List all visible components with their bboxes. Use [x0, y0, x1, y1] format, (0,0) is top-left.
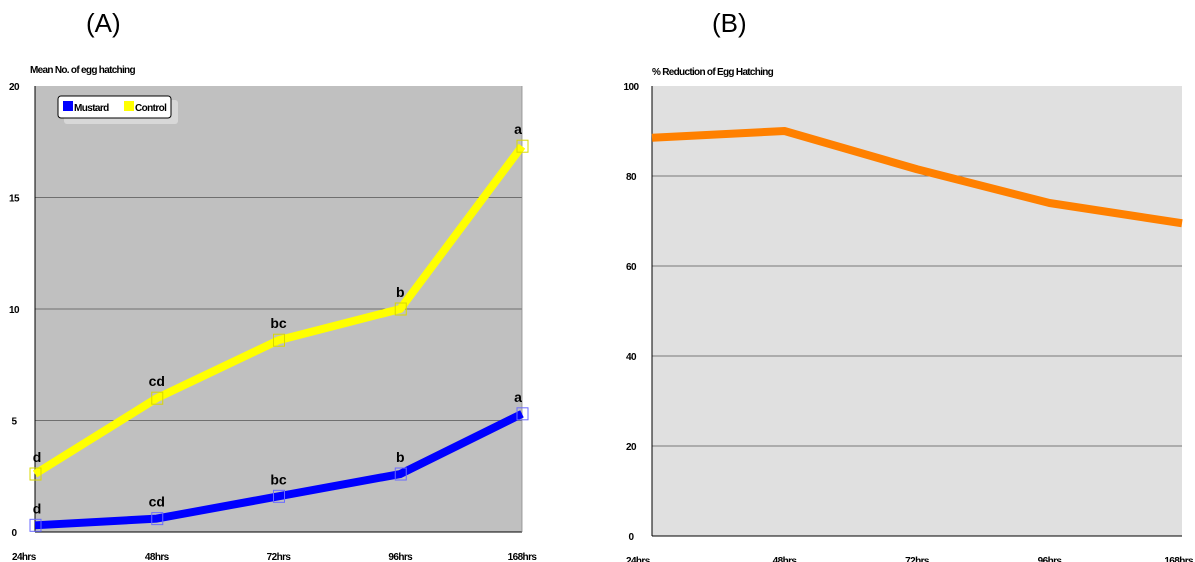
- x-tick-label-b: 168hrs: [1164, 556, 1194, 562]
- significance-label-mustard: cd: [149, 494, 165, 510]
- data-point-control: [29, 467, 42, 481]
- y-tick-label-b: 100: [624, 82, 640, 93]
- data-point-control: [516, 139, 529, 153]
- panel-label-a: (A): [86, 8, 121, 38]
- x-tick-label-b: 96hrs: [1038, 556, 1063, 562]
- legend-swatch-control: [124, 101, 134, 111]
- series-line-mustard: [34, 410, 524, 530]
- significance-label-mustard: bc: [270, 471, 287, 487]
- legend-swatch-mustard: [63, 101, 73, 111]
- x-tick-label-a: 72hrs: [267, 552, 292, 562]
- significance-label-control: bc: [270, 315, 287, 331]
- y-tick-label-a: 0: [12, 528, 18, 539]
- y-tick-label-a: 20: [9, 82, 20, 93]
- data-point-control: [273, 333, 285, 347]
- x-tick-label-b: 48hrs: [773, 556, 798, 562]
- y-tick-label-b: 80: [626, 172, 637, 183]
- data-point-mustard: [394, 467, 407, 481]
- legend-box: [57, 95, 172, 119]
- y-tick-label-a: 10: [9, 305, 20, 316]
- x-tick-label-a: 168hrs: [508, 552, 538, 562]
- y-axis-title-a: Mean No. of egg hatching: [30, 65, 135, 76]
- y-tick-label-b: 20: [626, 442, 637, 453]
- y-axis-title-b: % Reduction of Egg Hatching: [652, 67, 774, 78]
- legend-label-mustard: Mustard: [74, 103, 109, 114]
- x-tick-label-b: 72hrs: [905, 556, 930, 562]
- significance-label-mustard: b: [396, 449, 405, 465]
- plot-area-b: [652, 86, 1182, 536]
- panel-label-b: (B): [712, 8, 747, 38]
- data-point-control: [394, 302, 407, 316]
- y-tick-label-b: 60: [626, 262, 637, 273]
- x-tick-label-a: 96hrs: [388, 552, 413, 562]
- x-tick-label-a: 24hrs: [12, 552, 37, 562]
- significance-label-control: a: [514, 121, 522, 137]
- significance-label-mustard: a: [514, 389, 522, 405]
- data-point-control: [151, 391, 164, 405]
- data-point-mustard: [273, 489, 285, 503]
- legend-label-control: Control: [135, 103, 167, 114]
- y-tick-label-b: 40: [626, 352, 637, 363]
- significance-label-control: b: [396, 284, 405, 300]
- significance-label-control: d: [33, 449, 42, 465]
- y-tick-label-b: 0: [629, 532, 635, 543]
- series-line-control: [32, 143, 526, 478]
- data-point-mustard: [516, 407, 529, 421]
- y-tick-label-a: 5: [12, 417, 18, 428]
- x-tick-label-a: 48hrs: [145, 552, 170, 562]
- data-point-mustard: [29, 518, 42, 532]
- significance-label-control: cd: [149, 373, 165, 389]
- x-tick-label-b: 24hrs: [626, 556, 651, 562]
- y-tick-label-a: 15: [9, 194, 20, 205]
- data-point-mustard: [151, 512, 164, 526]
- significance-label-mustard: d: [33, 500, 42, 516]
